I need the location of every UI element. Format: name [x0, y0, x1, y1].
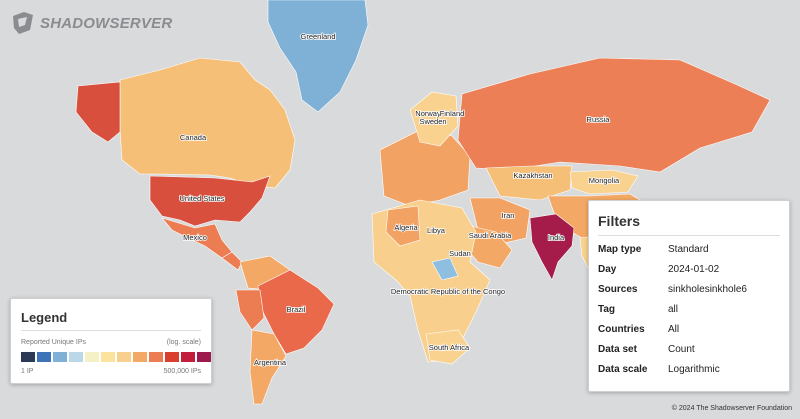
- filter-row-countries: Countries All: [598, 324, 783, 338]
- legend-panel: Legend Reported Unique IPs (log. scale) …: [10, 298, 212, 384]
- label-sudan: Sudan: [449, 249, 471, 258]
- label-united-states: United States: [179, 194, 224, 203]
- legend-color-scale: [21, 352, 211, 362]
- filter-value: Count: [668, 344, 695, 355]
- legend-swatch: [101, 352, 115, 362]
- legend-max-label: 500,000 IPs: [163, 368, 201, 375]
- label-argentina: Argentina: [254, 358, 287, 367]
- legend-swatch: [53, 352, 67, 362]
- country-canada[interactable]: [119, 57, 296, 189]
- label-mongolia: Mongolia: [589, 176, 620, 185]
- country-mongolia[interactable]: [569, 169, 639, 195]
- legend-swatch: [85, 352, 99, 362]
- country-argentina[interactable]: [249, 329, 287, 405]
- brand-name: SHADOWSERVER: [40, 14, 173, 32]
- country-peru-region[interactable]: [235, 289, 265, 331]
- filter-value: sinkholesinkhole6: [668, 284, 747, 295]
- label-kazakhstan: Kazakhstan: [513, 171, 552, 180]
- label-canada: Canada: [180, 133, 207, 142]
- filter-row-tag: Tag all: [598, 304, 783, 318]
- legend-swatch: [117, 352, 131, 362]
- country-brazil[interactable]: [257, 269, 335, 355]
- legend-swatch: [21, 352, 35, 362]
- legend-swatch: [69, 352, 83, 362]
- filters-divider: [598, 235, 780, 236]
- copyright-notice: © 2024 The Shadowserver Foundation: [671, 405, 792, 412]
- filter-row-day: Day 2024-01-02: [598, 264, 783, 278]
- legend-subtitle: Reported Unique IPs: [21, 339, 86, 346]
- legend-swatch: [133, 352, 147, 362]
- country-greenland[interactable]: [267, 0, 369, 113]
- filter-key: Map type: [598, 244, 642, 255]
- filter-key: Day: [598, 264, 617, 275]
- filter-value: All: [668, 324, 680, 335]
- country-scandinavia[interactable]: [409, 91, 459, 147]
- shadowserver-shield-icon: [13, 12, 33, 34]
- country-russia[interactable]: [457, 57, 771, 173]
- label-libya: Libya: [427, 226, 446, 235]
- filter-value: Logarithmic: [668, 364, 720, 375]
- label-india: India: [548, 233, 565, 242]
- country-algeria[interactable]: [385, 205, 421, 247]
- legend-swatch: [197, 352, 211, 362]
- legend-divider: [21, 330, 201, 331]
- legend-title: Legend: [21, 310, 68, 325]
- label-norway: Norway: [415, 109, 441, 118]
- filter-value: all: [668, 304, 679, 315]
- filter-key: Data scale: [598, 364, 648, 375]
- filter-key: Countries: [598, 324, 645, 335]
- country-kazakhstan[interactable]: [485, 165, 573, 201]
- country-sudan[interactable]: [431, 257, 459, 281]
- legend-scale-label: (log. scale): [166, 339, 201, 346]
- filter-row-data-set: Data set Count: [598, 344, 783, 358]
- filter-key: Sources: [598, 284, 638, 295]
- legend-min-label: 1 IP: [21, 368, 34, 375]
- label-iran: Iran: [502, 211, 515, 220]
- filter-row-map-type: Map type Standard: [598, 244, 783, 258]
- label-algeria: Algeria: [394, 223, 418, 232]
- filter-value: Standard: [668, 244, 709, 255]
- legend-swatch: [37, 352, 51, 362]
- filter-key: Data set: [598, 344, 637, 355]
- filter-row-sources: Sources sinkholesinkhole6: [598, 284, 783, 298]
- country-india[interactable]: [529, 213, 575, 281]
- filter-row-data-scale: Data scale Logarithmic: [598, 364, 783, 378]
- legend-swatch: [181, 352, 195, 362]
- filters-panel: Filters Map type Standard Day 2024-01-02…: [588, 200, 790, 392]
- label-saudi-arabia: Saudi Arabia: [469, 231, 512, 240]
- label-drc: Democratic Republic of the Congo: [391, 287, 505, 296]
- label-russia: Russia: [587, 115, 611, 124]
- label-south-africa: South Africa: [429, 343, 470, 352]
- country-alaska[interactable]: [75, 81, 121, 143]
- filter-value: 2024-01-02: [668, 264, 720, 275]
- legend-swatch: [149, 352, 163, 362]
- label-finland: Finland: [440, 109, 465, 118]
- shadowserver-logo[interactable]: SHADOWSERVER: [10, 10, 172, 36]
- legend-swatch: [165, 352, 179, 362]
- label-mexico: Mexico: [183, 233, 207, 242]
- country-south-africa[interactable]: [425, 329, 471, 365]
- label-brazil: Brazil: [287, 305, 306, 314]
- label-sweden: Sweden: [419, 117, 446, 126]
- filters-title: Filters: [598, 213, 641, 229]
- label-greenland: Greenland: [300, 32, 335, 41]
- country-united-states[interactable]: [149, 175, 271, 227]
- filter-key: Tag: [598, 304, 616, 315]
